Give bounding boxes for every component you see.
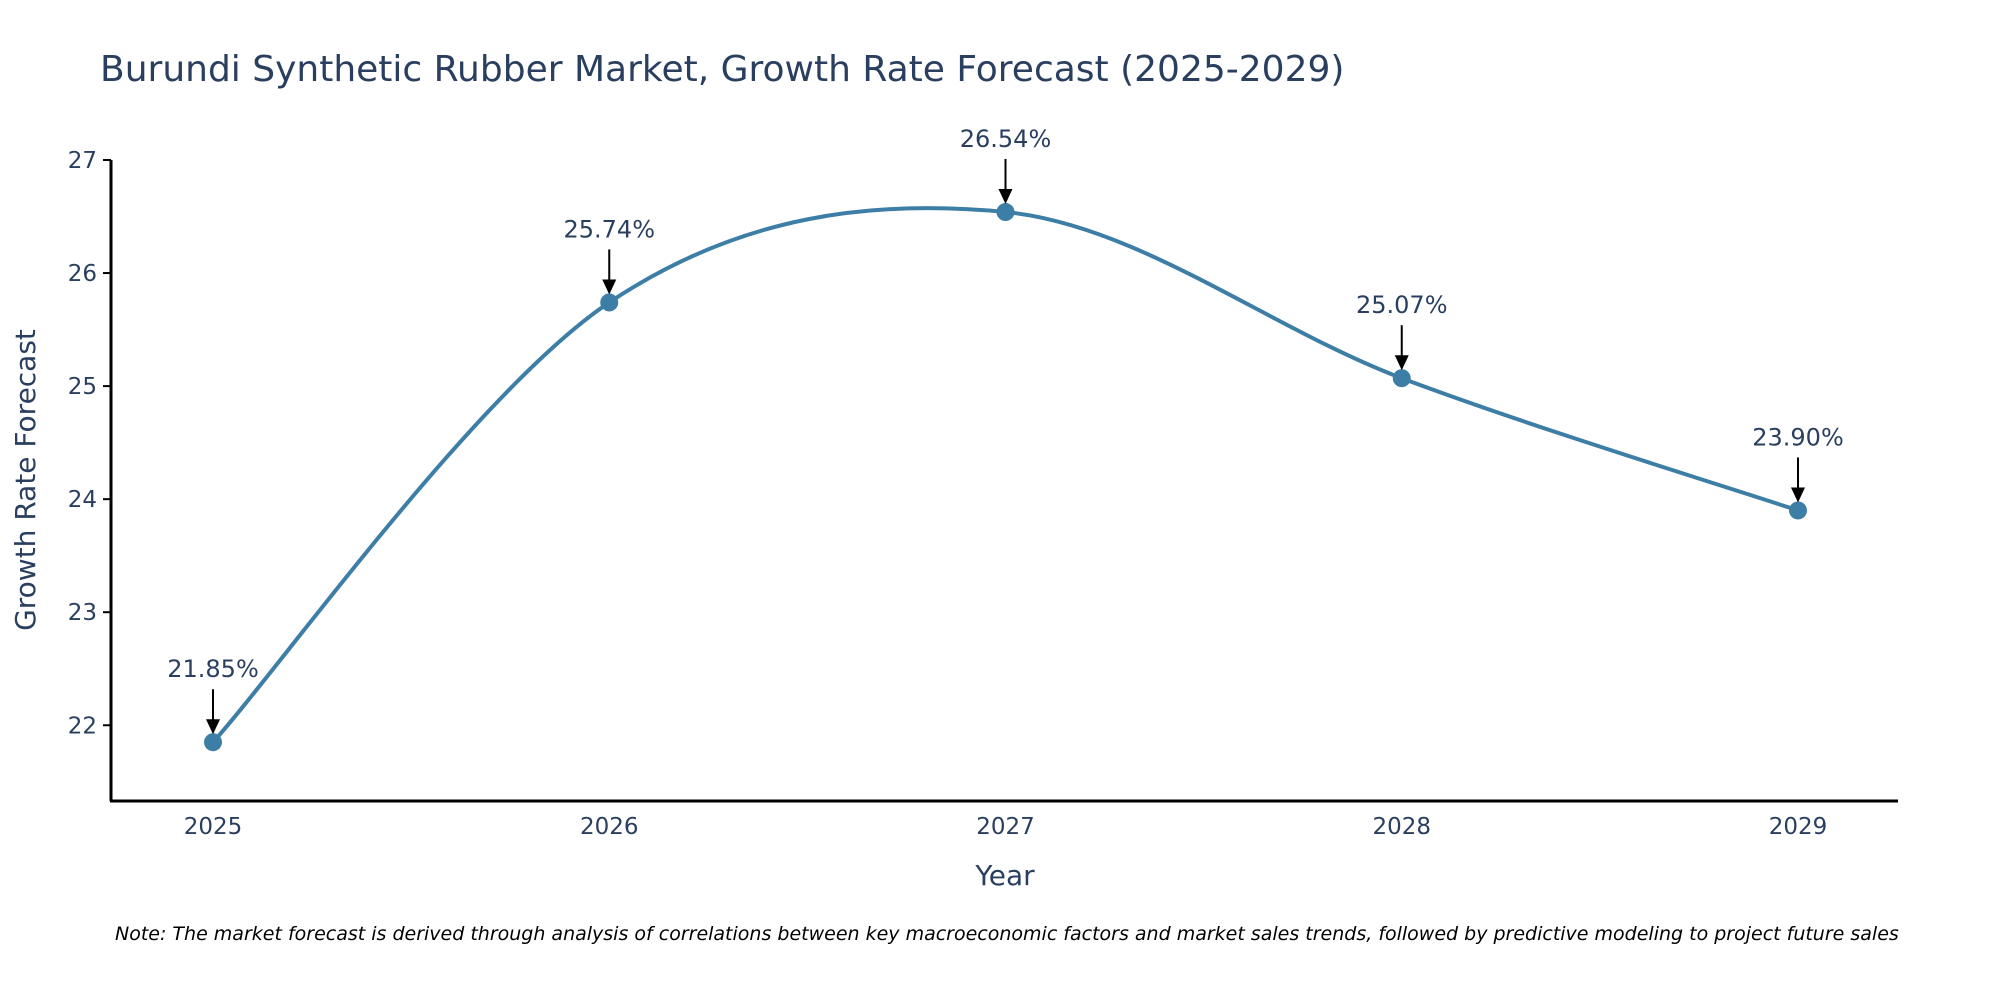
x-tick-label: 2025	[184, 814, 243, 840]
data-label: 25.07%	[1356, 291, 1448, 319]
x-tick-label: 2026	[580, 814, 639, 840]
data-point	[600, 293, 619, 312]
annotation-arrow-head	[1394, 355, 1409, 371]
data-label: 25.74%	[563, 215, 655, 243]
y-tick-label: 23	[68, 600, 97, 626]
series-line	[211, 206, 1799, 744]
y-tick-label: 24	[68, 487, 97, 513]
annotation-arrow-head	[1791, 487, 1805, 503]
data-point	[204, 733, 222, 752]
data-point	[1392, 369, 1411, 388]
x-tick-label: 2029	[1769, 814, 1828, 840]
y-tick-label: 27	[68, 148, 97, 174]
chart-title: Burundi Synthetic Rubber Market, Growth …	[100, 49, 1344, 90]
y-axis-title: Growth Rate Forecast	[9, 329, 42, 631]
x-tick-label: 2028	[1372, 814, 1431, 840]
annotation-arrow-head	[602, 279, 617, 295]
y-axis-ticks: 22 23 24 25 26 27	[68, 148, 111, 739]
data-point-markers	[204, 203, 1807, 752]
y-tick-label: 26	[68, 261, 97, 287]
annotation-arrow-head	[998, 189, 1013, 205]
data-label: 26.54%	[960, 125, 1052, 153]
y-tick-label: 25	[68, 374, 97, 400]
x-axis-ticks: 2025 2026 2027 2028 2029	[184, 814, 1828, 840]
x-tick-label: 2027	[976, 814, 1035, 840]
data-label: 23.90%	[1752, 423, 1844, 451]
data-label: 21.85%	[167, 655, 259, 683]
data-label-annotations: 21.85% 25.74% 26.54% 25.07% 23.90%	[167, 125, 1844, 735]
annotation-arrow-head	[206, 719, 220, 735]
y-tick-label: 22	[68, 713, 97, 739]
data-point	[996, 203, 1015, 222]
data-point	[1789, 501, 1807, 520]
x-axis-title: Year	[974, 859, 1035, 892]
chart-note: Note: The market forecast is derived thr…	[115, 923, 1899, 945]
